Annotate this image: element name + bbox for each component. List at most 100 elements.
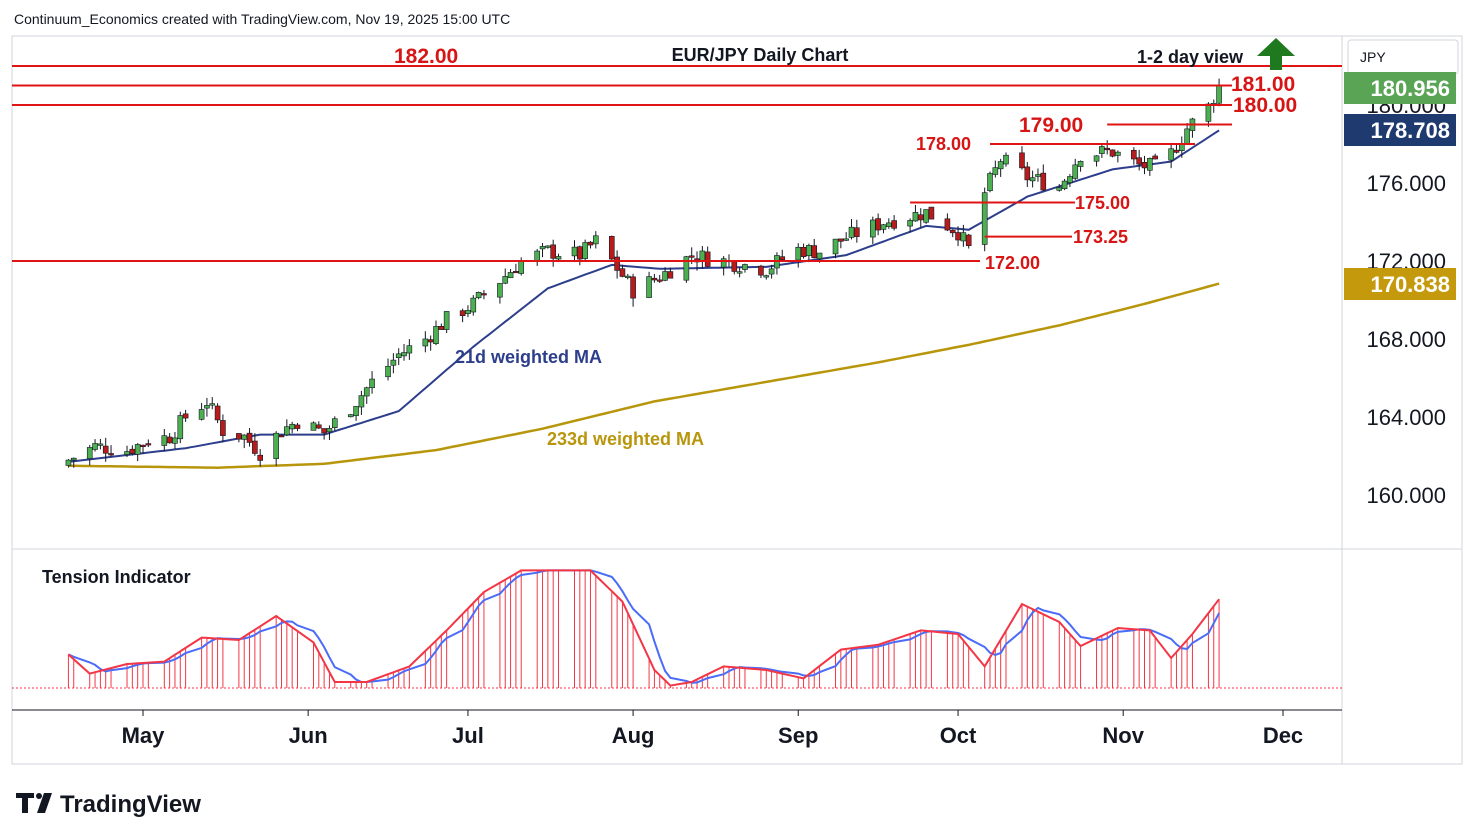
candle-body-up: [1035, 174, 1041, 177]
candle: [891, 215, 897, 231]
up-arrow-icon: [1257, 38, 1295, 70]
candle: [220, 414, 226, 443]
candle-body-down: [1131, 150, 1137, 160]
candle-body-up: [1184, 128, 1190, 144]
candle: [406, 339, 413, 360]
candle-body-up: [720, 258, 727, 268]
candle-body-up: [395, 353, 402, 359]
candle-body-down: [928, 206, 935, 220]
candle: [513, 263, 519, 274]
candle-body-up: [401, 352, 407, 357]
ma21-value: 178.708: [1370, 118, 1450, 143]
candle-body-down: [129, 448, 136, 454]
tension-signal-line: [67, 569, 1220, 684]
candle-body-down: [102, 445, 109, 454]
candle: [363, 386, 370, 404]
candle-body-up: [1067, 176, 1073, 183]
candle-body-up: [385, 365, 391, 378]
candle: [1003, 152, 1009, 167]
last-price-badge: 180.956: [1344, 72, 1456, 104]
candle-body-up: [284, 426, 290, 436]
candle-body-up: [683, 256, 690, 281]
candle-body-up: [273, 432, 279, 459]
candle-body-up: [97, 443, 104, 446]
ma233-label: 233d weighted MA: [547, 429, 704, 449]
candle: [443, 311, 450, 333]
candle: [800, 243, 807, 259]
candle-body-down: [257, 454, 263, 461]
candle: [1109, 149, 1116, 158]
candle-body-up: [1072, 164, 1079, 179]
candle-body-down: [246, 432, 253, 443]
candle: [129, 445, 136, 456]
candle-body-down: [949, 229, 956, 234]
candle: [134, 443, 141, 462]
candle-body-up: [177, 415, 184, 440]
candle-body-up: [241, 434, 248, 440]
candle: [358, 390, 365, 415]
candle-body-up: [870, 219, 876, 238]
time-tick-label: Dec: [1263, 723, 1303, 748]
candle: [481, 289, 487, 300]
candle-body-up: [497, 283, 503, 298]
candle-body-up: [1099, 146, 1105, 154]
candle: [70, 457, 77, 468]
moving-averages: [68, 129, 1220, 469]
candle: [1141, 155, 1148, 175]
candle: [624, 273, 631, 280]
candle: [422, 331, 429, 353]
candle-body-down: [891, 220, 897, 229]
candle: [433, 320, 439, 346]
ma233-value: 170.838: [1370, 272, 1450, 297]
candle-body-down: [688, 255, 695, 258]
candle: [1184, 122, 1190, 145]
candle-body-down: [108, 453, 114, 456]
candle: [246, 428, 253, 447]
candle: [102, 437, 109, 462]
candle-body-down: [438, 326, 445, 330]
candle: [1216, 78, 1222, 107]
candle: [1061, 178, 1068, 191]
candle: [651, 273, 658, 283]
time-tick-label: May: [122, 723, 166, 748]
candle-body-up: [848, 226, 855, 238]
candle-body-up: [555, 256, 562, 260]
candle: [848, 219, 855, 240]
candle: [353, 406, 359, 421]
candle: [331, 416, 338, 431]
candle: [1104, 140, 1111, 155]
candle: [683, 255, 690, 283]
candle: [1136, 149, 1142, 171]
price-axis[interactable]: 160.000164.000168.000172.000176.000180.0…: [1366, 93, 1446, 508]
time-axis[interactable]: May Jun Jul Aug Sep Oct Nov Dec: [122, 710, 1304, 748]
candle: [646, 271, 652, 299]
candle: [369, 371, 375, 394]
candle: [704, 246, 711, 268]
candle-body-up: [161, 435, 168, 446]
candle: [507, 268, 514, 279]
candle-body-up: [518, 260, 525, 274]
candle: [1115, 150, 1121, 163]
candle: [321, 428, 327, 440]
candle-body-up: [86, 447, 93, 459]
candle: [720, 256, 727, 276]
tradingview-logo[interactable]: TradingView: [16, 791, 201, 818]
candle: [699, 245, 706, 269]
candle: [252, 433, 258, 456]
candle-body-down: [1109, 149, 1116, 157]
candle-body-up: [1003, 154, 1009, 165]
candle-body-up: [806, 245, 812, 257]
candle-body-down: [800, 246, 807, 257]
candle-body-up: [1077, 160, 1084, 167]
candle: [965, 233, 972, 249]
candle: [555, 253, 562, 261]
candle: [214, 403, 221, 424]
candle-body-up: [832, 238, 839, 255]
candle: [949, 229, 956, 238]
candle: [1019, 146, 1025, 170]
candle-body-up: [923, 209, 929, 223]
candle-body-down: [704, 251, 711, 267]
level-180-label: 180.00: [1233, 94, 1297, 117]
candle: [278, 434, 285, 438]
